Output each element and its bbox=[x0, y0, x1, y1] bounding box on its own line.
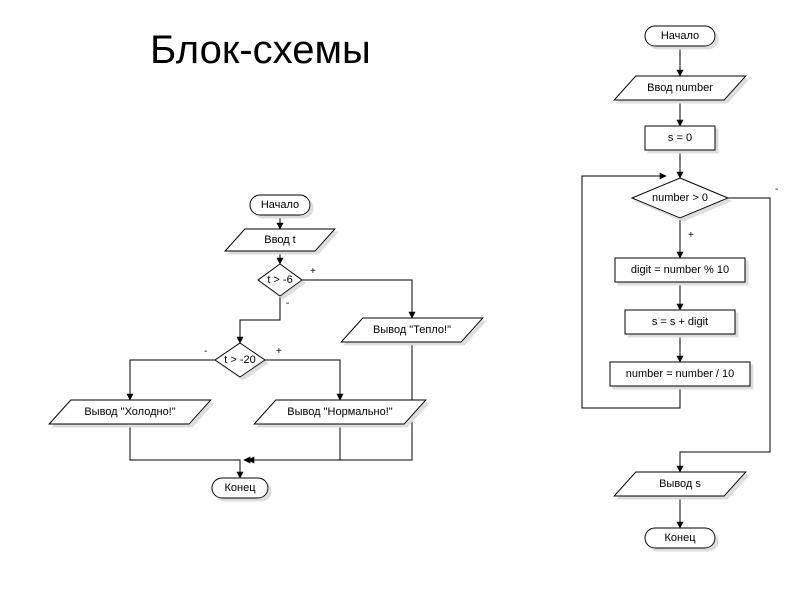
node-label-l_norm: Вывод "Нормально!" bbox=[287, 406, 392, 418]
node-label-l_warm: Вывод "Тепло!" bbox=[373, 324, 451, 336]
node-l_warm: Вывод "Тепло!" bbox=[341, 318, 483, 342]
edge-l_d1-l_warm bbox=[302, 280, 412, 318]
node-r_end: Конец bbox=[645, 528, 715, 548]
node-label-r_end: Конец bbox=[664, 532, 696, 544]
node-label-r_dig: digit = number % 10 bbox=[631, 264, 729, 276]
edge-label: - bbox=[286, 298, 289, 309]
node-label-l_start: Начало bbox=[261, 199, 299, 211]
edge-label: + bbox=[688, 230, 694, 241]
edge-label: + bbox=[276, 346, 282, 357]
node-r_sum: s = s + digit bbox=[625, 310, 735, 334]
node-r_cond: number > 0 bbox=[632, 178, 728, 218]
edge-l_d1-l_d2 bbox=[240, 296, 280, 343]
node-label-r_s0: s = 0 bbox=[668, 132, 692, 144]
edge-l_cold-l_end bbox=[130, 424, 240, 478]
node-label-r_in: Ввод number bbox=[647, 82, 713, 94]
edge-label: - bbox=[775, 184, 778, 195]
node-l_in: Ввод t bbox=[225, 229, 335, 251]
node-r_in: Ввод number bbox=[614, 76, 746, 100]
node-l_norm: Вывод "Нормально!" bbox=[254, 400, 426, 424]
node-label-r_sum: s = s + digit bbox=[652, 316, 708, 328]
node-r_s0: s = 0 bbox=[645, 126, 715, 150]
node-r_out: Вывод s bbox=[614, 472, 746, 496]
edge-l_norm-l_end bbox=[244, 424, 340, 460]
node-r_div: number = number / 10 bbox=[610, 362, 750, 386]
node-label-r_cond: number > 0 bbox=[652, 192, 708, 204]
node-l_start: Начало bbox=[250, 195, 310, 215]
edge-l_d2-l_cold bbox=[130, 360, 215, 400]
edge-label: - bbox=[204, 346, 207, 357]
node-r_dig: digit = number % 10 bbox=[615, 258, 745, 282]
node-label-l_in: Ввод t bbox=[264, 234, 295, 246]
node-label-l_d2: t > -20 bbox=[224, 354, 256, 366]
node-label-r_out: Вывод s bbox=[659, 478, 701, 490]
node-l_d1: t > -6 bbox=[258, 264, 302, 296]
node-l_end: Конец bbox=[212, 478, 268, 498]
edge-label: + bbox=[310, 266, 316, 277]
node-l_d2: t > -20 bbox=[215, 343, 265, 377]
node-label-r_div: number = number / 10 bbox=[626, 368, 735, 380]
edge-l_d2-l_norm bbox=[265, 360, 340, 400]
node-label-r_start: Начало bbox=[661, 30, 699, 42]
node-label-l_end: Конец bbox=[224, 482, 256, 494]
node-l_cold: Вывод "Холодно!" bbox=[49, 400, 211, 424]
node-r_start: Начало bbox=[645, 26, 715, 46]
flowchart-canvas: + - + - + - Начало Ввод t t > -6 Вывод "Тепло!" t… bbox=[0, 0, 800, 600]
node-label-l_cold: Вывод "Холодно!" bbox=[84, 406, 175, 418]
node-label-l_d1: t > -6 bbox=[267, 274, 292, 286]
